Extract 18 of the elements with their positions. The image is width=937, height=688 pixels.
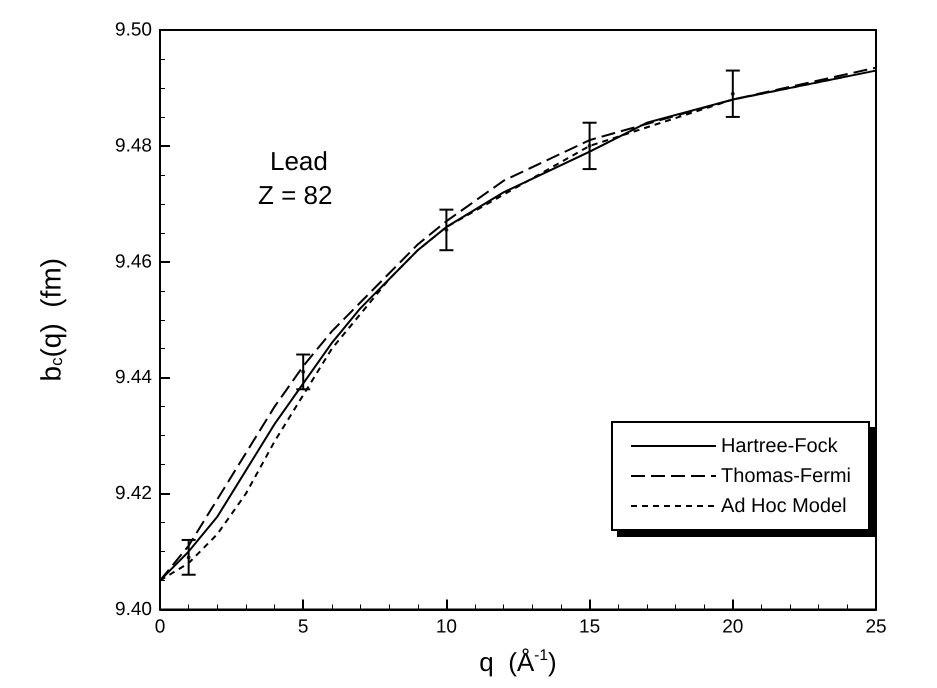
y-tick-label: 9.40 [115, 599, 152, 620]
annotation: Z = 82 [258, 180, 332, 210]
x-tick-label: 25 [865, 616, 887, 638]
y-tick-label: 9.48 [115, 135, 152, 156]
y-tick-label: 9.46 [115, 251, 152, 272]
y-tick-label: 9.50 [115, 20, 152, 40]
x-tick-label: 5 [298, 616, 308, 638]
y-tick-label: 9.42 [115, 483, 152, 504]
x-tick-label: 15 [579, 616, 600, 638]
y-axis-title: bc(q) (fm) [35, 258, 66, 382]
x-tick-label: 20 [722, 616, 744, 638]
x-tick-label: 0 [154, 616, 166, 638]
legend-label: Ad Hoc Model [720, 495, 847, 517]
x-tick-label: 10 [436, 616, 457, 638]
legend-label: Hartree-Fock [720, 435, 839, 457]
annotation: Lead [270, 146, 328, 176]
legend-label: Thomas-Fermi [720, 465, 852, 487]
y-tick-label: 9.44 [115, 367, 152, 388]
